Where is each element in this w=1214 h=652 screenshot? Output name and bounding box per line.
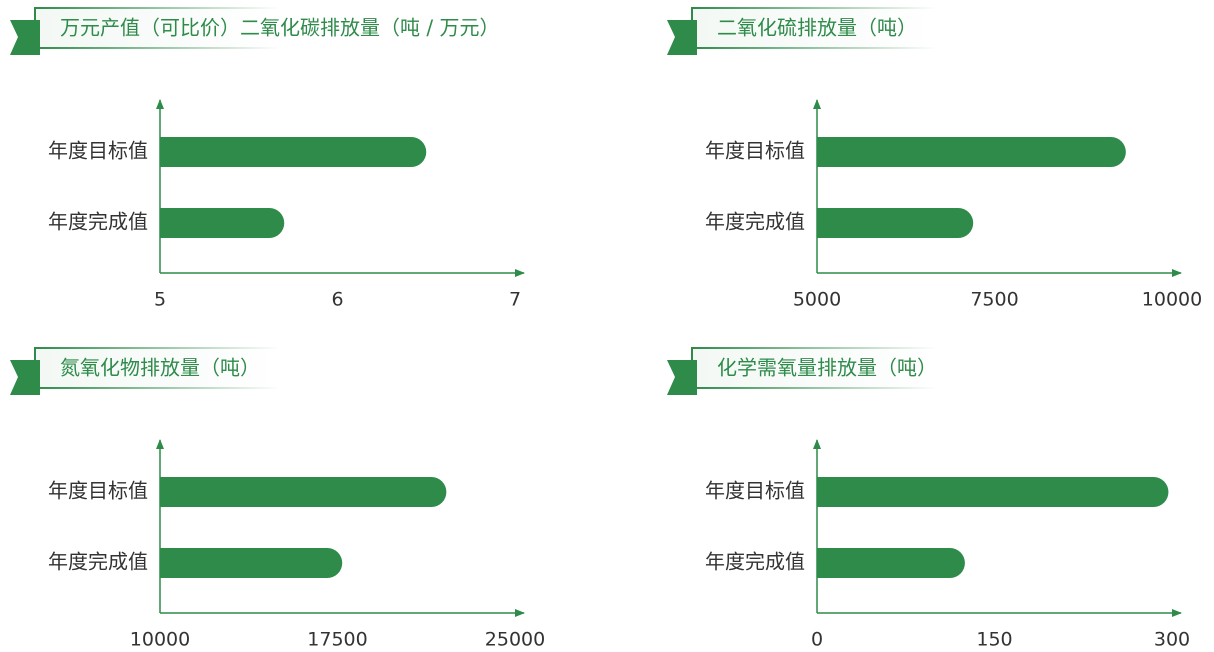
bar	[817, 477, 1169, 508]
bar	[817, 137, 1126, 167]
banner-ribbon	[10, 20, 40, 55]
banner-ribbon	[10, 360, 40, 395]
chart-title: 氮氧化物排放量（吨）	[60, 356, 260, 380]
banner-border	[691, 7, 938, 49]
bar	[817, 548, 965, 578]
chart-title: 化学需氧量排放量（吨）	[717, 356, 937, 380]
x-tick-label: 7	[509, 289, 521, 311]
x-tick-label: 7500	[970, 289, 1018, 311]
banner-border	[34, 347, 281, 389]
category-label: 年度完成值	[48, 550, 148, 574]
category-label: 年度完成值	[48, 210, 148, 234]
banner-border	[34, 7, 281, 49]
x-tick-label: 17500	[307, 629, 367, 651]
chart-title: 二氧化硫排放量（吨）	[717, 16, 917, 40]
x-tick-label: 0	[811, 629, 823, 651]
x-tick-label: 10000	[1142, 289, 1202, 311]
bar	[160, 477, 447, 508]
chart-title: 万元产值（可比价）二氧化碳排放量（吨 / 万元）	[60, 16, 499, 40]
x-tick-label: 5000	[793, 289, 841, 311]
banner-box	[692, 8, 937, 48]
category-label: 年度目标值	[48, 479, 148, 503]
x-tick-label: 6	[331, 289, 343, 311]
x-tick-label: 300	[1154, 629, 1190, 651]
banner-border	[691, 347, 938, 389]
bar	[160, 137, 427, 167]
bar	[160, 548, 343, 578]
banner-ribbon	[667, 20, 697, 55]
x-tick-label: 5	[154, 289, 166, 311]
category-label: 年度完成值	[705, 550, 805, 574]
banner-box	[35, 348, 280, 388]
category-label: 年度目标值	[705, 139, 805, 163]
category-label: 年度目标值	[48, 139, 148, 163]
x-tick-label: 25000	[485, 629, 545, 651]
x-tick-label: 10000	[130, 629, 190, 651]
bar	[160, 208, 285, 238]
banner-box	[692, 348, 937, 388]
banner-box	[35, 8, 280, 48]
bar	[817, 208, 974, 238]
category-label: 年度完成值	[705, 210, 805, 234]
x-tick-label: 150	[976, 629, 1012, 651]
banner-ribbon	[667, 360, 697, 395]
category-label: 年度目标值	[705, 479, 805, 503]
